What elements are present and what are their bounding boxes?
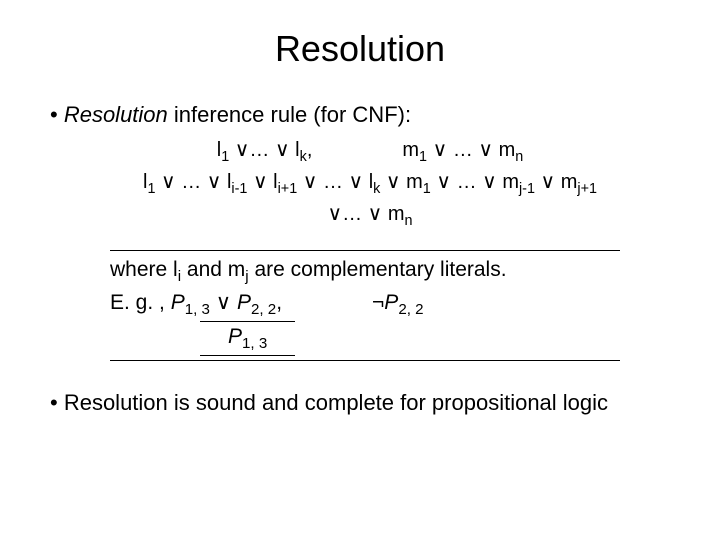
rule-conclusion-line2: ∨… ∨ mn [60, 200, 680, 232]
premise-right: m1 ∨ … ∨ mn [402, 136, 523, 168]
premise-left: l1 ∨… ∨ lk, [217, 136, 313, 168]
eg-left: E. g. , P1, 3 ∨ P2, 2, [110, 288, 282, 321]
eg-conclusion-wrap: P1, 3 [110, 321, 620, 356]
rule-conclusion-line1: l1 ∨ … ∨ li-1 ∨ li+1 ∨ … ∨ lk ∨ m1 ∨ … ∨… [60, 168, 680, 200]
bullet-inference-rule: Resolution inference rule (for CNF): [50, 102, 680, 128]
where-block: where li and mj are complementary litera… [110, 250, 620, 361]
eg-right: ¬P2, 2 [372, 288, 423, 321]
slide: Resolution Resolution inference rule (fo… [0, 0, 720, 540]
bullet-sound-complete: Resolution is sound and complete for pro… [50, 389, 680, 417]
rule-premises: l1 ∨… ∨ lk, m1 ∨ … ∨ mn [60, 136, 680, 168]
bullet1-rest: inference rule (for CNF): [168, 102, 411, 127]
example-line: E. g. , P1, 3 ∨ P2, 2, ¬P2, 2 [110, 288, 620, 321]
bullet1-italic: Resolution [64, 102, 168, 127]
slide-title: Resolution [40, 28, 680, 70]
where-line: where li and mj are complementary litera… [110, 255, 620, 288]
inference-rule: l1 ∨… ∨ lk, m1 ∨ … ∨ mn l1 ∨ … ∨ li-1 ∨ … [60, 136, 680, 232]
eg-conclusion: P1, 3 [200, 321, 295, 356]
